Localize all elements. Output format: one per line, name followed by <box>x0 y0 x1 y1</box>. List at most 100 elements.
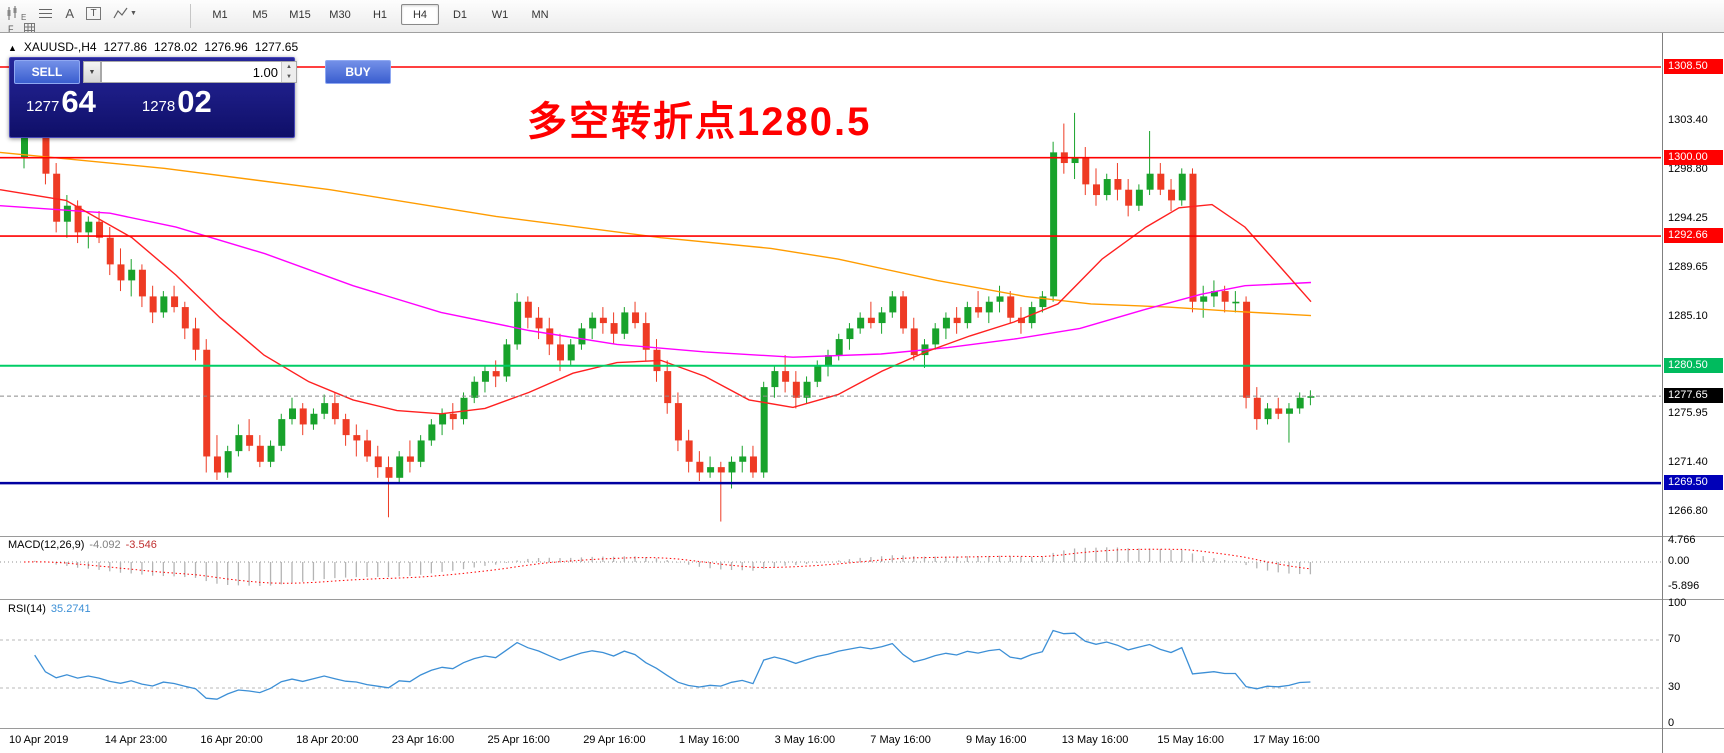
macd-name: MACD(12,26,9) <box>8 539 85 551</box>
volume-stepper: ▲ ▼ <box>281 62 296 82</box>
volume-spin-down[interactable]: ▼ <box>282 72 296 82</box>
price-level-label: 1292.66 <box>1664 228 1723 243</box>
time-axis-label: 13 May 16:00 <box>1061 734 1129 746</box>
price-level-label: 1280.50 <box>1664 357 1723 373</box>
timeframe-button-m1[interactable]: M1 <box>212 9 228 21</box>
volume-spin-up[interactable]: ▲ <box>282 62 296 72</box>
sell-price-main: 1277 <box>26 98 60 115</box>
time-axis-label: 15 May 16:00 <box>1157 734 1225 746</box>
chart-ohlc-header: ▲ XAUUSD-,H4 1277.86 1278.02 1276.96 1277.65 <box>8 40 305 54</box>
macd-signal-line <box>23 548 1311 584</box>
line-studies-dropdown[interactable]: ▼ <box>113 7 137 20</box>
buy-price: 1278 02 <box>141 84 212 119</box>
toolbar-separator <box>190 4 191 28</box>
chevron-down-icon: ▼ <box>88 69 96 76</box>
macd-signal-value: -3.546 <box>125 539 157 551</box>
time-axis-label: 25 Apr 16:00 <box>487 734 550 746</box>
volume-input[interactable] <box>102 62 281 82</box>
timeframe-button-m30[interactable]: M30 <box>329 9 351 21</box>
close-value: 1277.65 <box>254 40 299 54</box>
macd-main-value: -4.092 <box>89 539 121 551</box>
rsi-axis-tick: 0 <box>1668 717 1675 729</box>
time-axis-label: 1 May 16:00 <box>678 734 740 746</box>
timeframe-button-w1[interactable]: W1 <box>491 9 509 21</box>
time-axis[interactable]: 10 Apr 2019 14 Apr 23:00 16 Apr 20:00 18 Ap… <box>0 728 1724 753</box>
chart-marker-icon: ▲ <box>8 43 17 53</box>
time-axis-label: 10 Apr 2019 <box>9 734 69 746</box>
time-axis-label: 16 Apr 20:00 <box>200 734 263 746</box>
price-axis-tick: 1294.25 <box>1668 212 1708 225</box>
horizontal-lines-icon[interactable] <box>38 7 53 20</box>
timeframe-button-mn[interactable]: MN <box>531 9 549 21</box>
price-level-label: 1269.50 <box>1664 475 1723 491</box>
price-axis-tick: 1289.65 <box>1668 261 1708 274</box>
chevron-down-icon: ▼ <box>130 9 137 17</box>
time-axis-label: 18 Apr 20:00 <box>296 734 359 746</box>
price-level-label: 1300.00 <box>1664 149 1723 165</box>
toolbar-second-row: F <box>8 23 35 33</box>
open-value: 1277.86 <box>103 40 147 54</box>
rsi-axis-tick: 100 <box>1668 597 1687 609</box>
timeframe-button-m5[interactable]: M5 <box>252 9 268 21</box>
price-axis-tick: 1275.95 <box>1668 407 1708 420</box>
toolbar: E A T ▼ F M1 M5 M15 M30 H1 H4 <box>0 0 1724 33</box>
indicators-icon[interactable]: E <box>6 5 26 22</box>
rsi-line <box>34 629 1311 700</box>
time-axis-label: 29 Apr 16:00 <box>583 734 646 746</box>
moving-averages-group <box>0 151 1312 415</box>
objects-icon[interactable]: F <box>8 23 14 33</box>
macd-histogram-group <box>0 547 1661 586</box>
time-axis-label: 17 May 16:00 <box>1253 734 1320 746</box>
rsi-name: RSI(14) <box>8 603 46 615</box>
timeframe-button-h1[interactable]: H1 <box>372 9 388 21</box>
volume-field: ▲ ▼ <box>101 61 297 83</box>
trendline-icon <box>113 7 128 18</box>
time-axis-label: 23 Apr 16:00 <box>391 734 455 746</box>
timeframe-toolbar: M1 M5 M15 M30 H1 H4 D1 W1 MN <box>200 4 560 25</box>
low-value: 1276.96 <box>204 40 248 54</box>
timeframe-button-d1[interactable]: D1 <box>452 9 468 21</box>
price-axis-tick: 1266.80 <box>1668 504 1708 517</box>
price-level-label: 1308.50 <box>1664 59 1723 74</box>
symbol-label: XAUUSD-,H4 <box>23 40 97 54</box>
rsi-levels-group <box>0 639 1661 689</box>
sell-price: 1277 64 <box>26 86 96 117</box>
chart-annotation-text: 多空转折点1280.5 <box>527 100 872 144</box>
buy-price-pips: 02 <box>177 84 212 119</box>
rsi-value: 35.2741 <box>50 603 91 615</box>
pane-dividers <box>0 536 1724 729</box>
volume-dropdown-button[interactable]: ▼ <box>83 61 101 83</box>
current-price-label: 1277.65 <box>1664 388 1723 404</box>
macd-axis-tick: -5.896 <box>1668 580 1700 592</box>
price-axis-tick: 1303.40 <box>1668 114 1708 127</box>
time-axis-label: 14 Apr 23:00 <box>104 734 168 746</box>
rsi-label: RSI(14) 35.2741 <box>8 603 91 615</box>
price-axis-tick: 1271.40 <box>1668 455 1708 468</box>
text-box-tool[interactable]: T <box>86 6 102 20</box>
text-label-glyph: A <box>65 5 75 21</box>
timeframe-button-h4[interactable]: H4 <box>401 4 439 25</box>
buy-price-main: 1278 <box>141 98 176 115</box>
text-label-tool[interactable]: A <box>65 6 74 21</box>
macd-axis-tick: 4.766 <box>1668 534 1696 546</box>
indicators-icon-sub: E <box>21 12 27 22</box>
high-value: 1278.02 <box>154 40 198 54</box>
macd-axis-tick: 0.00 <box>1668 555 1690 567</box>
rsi-axis-tick: 70 <box>1668 633 1681 645</box>
price-axis-tick: 1285.10 <box>1668 309 1708 322</box>
price-axis-tick: 1298.80 <box>1668 163 1708 176</box>
time-axis-label: 9 May 16:00 <box>966 734 1027 746</box>
buy-button[interactable]: BUY <box>325 60 391 84</box>
chart-window: ▲ XAUUSD-,H4 1277.86 1278.02 1276.96 1277.65 … <box>0 33 1724 753</box>
grid-icon[interactable] <box>23 23 35 33</box>
time-axis-label: 3 May 16:00 <box>774 734 836 746</box>
chart-canvas[interactable] <box>0 33 1724 753</box>
sell-button[interactable]: SELL <box>14 60 80 84</box>
macd-label: MACD(12,26,9) -4.092 -3.546 <box>8 539 157 551</box>
price-axis[interactable]: 1303.40 1298.80 1294.25 1289.65 1285.10 1275.… <box>1662 33 1724 753</box>
candlestick-icon <box>7 5 17 20</box>
rsi-axis-tick: 30 <box>1668 681 1681 693</box>
text-box-glyph: T <box>86 6 102 20</box>
one-click-trading-panel: SELL ▼ ▲ ▼ BUY 1277 64 1278 02 <box>9 57 391 138</box>
timeframe-button-m15[interactable]: M15 <box>289 9 311 21</box>
